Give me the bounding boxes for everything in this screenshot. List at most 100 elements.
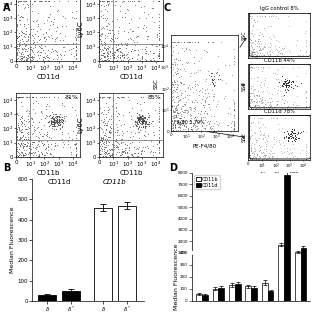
Point bbox=[173, 124, 178, 130]
Point bbox=[257, 148, 262, 153]
Point bbox=[156, 42, 162, 47]
Point bbox=[60, 13, 65, 18]
Point bbox=[60, 132, 65, 137]
Point bbox=[51, 115, 56, 120]
Point bbox=[246, 153, 251, 158]
Point bbox=[32, 124, 37, 130]
Point bbox=[26, 141, 31, 146]
Point bbox=[289, 130, 294, 135]
Point bbox=[39, 110, 44, 115]
Point bbox=[110, 141, 115, 147]
Point bbox=[100, 154, 106, 159]
Point bbox=[21, 153, 26, 158]
Point bbox=[101, 48, 106, 53]
Point bbox=[24, 25, 29, 30]
Point bbox=[176, 100, 181, 105]
Point bbox=[122, 29, 127, 34]
Point bbox=[44, 36, 49, 42]
Point bbox=[59, 23, 64, 28]
Point bbox=[39, 43, 44, 48]
Point bbox=[29, 48, 35, 53]
Point bbox=[260, 47, 265, 52]
Point bbox=[100, 138, 105, 143]
Point bbox=[175, 95, 180, 100]
Point bbox=[276, 126, 282, 131]
Point bbox=[35, 48, 40, 53]
Point bbox=[289, 82, 294, 87]
Point bbox=[257, 13, 262, 18]
Point bbox=[254, 138, 259, 143]
Point bbox=[45, 151, 50, 156]
Point bbox=[19, 29, 24, 35]
Point bbox=[187, 39, 192, 44]
Point bbox=[112, 52, 117, 57]
Point bbox=[216, 66, 221, 71]
Point bbox=[289, 128, 294, 133]
Point bbox=[54, 35, 59, 40]
Point bbox=[156, 138, 162, 143]
Point bbox=[52, 111, 57, 116]
Point bbox=[134, 115, 140, 120]
Point bbox=[264, 141, 269, 147]
Point bbox=[231, 113, 236, 118]
Point bbox=[115, 48, 120, 53]
Point bbox=[49, 147, 54, 152]
Point bbox=[109, 153, 114, 158]
Point bbox=[304, 70, 309, 76]
Point bbox=[245, 100, 251, 106]
Point bbox=[45, 54, 50, 60]
Point bbox=[139, 117, 144, 122]
Point bbox=[261, 133, 267, 138]
Point bbox=[214, 118, 219, 124]
Point bbox=[290, 131, 295, 136]
Point bbox=[100, 119, 105, 124]
Point bbox=[249, 85, 254, 90]
Point bbox=[16, 31, 21, 36]
Point bbox=[231, 125, 236, 130]
Point bbox=[210, 70, 215, 76]
Point bbox=[15, 0, 20, 4]
Point bbox=[192, 107, 197, 112]
Point bbox=[46, 123, 52, 128]
Point bbox=[40, 143, 45, 148]
Point bbox=[100, 51, 105, 56]
Point bbox=[37, 152, 42, 157]
Point bbox=[258, 100, 263, 105]
Point bbox=[109, 153, 115, 158]
Point bbox=[121, 52, 126, 58]
Point bbox=[169, 106, 174, 111]
Point bbox=[39, 133, 44, 139]
Point bbox=[103, 32, 108, 37]
Point bbox=[33, 99, 38, 104]
Point bbox=[279, 150, 284, 155]
Point bbox=[20, 153, 26, 158]
Point bbox=[174, 114, 179, 119]
Point bbox=[52, 119, 58, 124]
Point bbox=[44, 132, 49, 137]
Point bbox=[31, 140, 36, 145]
Point bbox=[231, 122, 236, 127]
Point bbox=[203, 117, 208, 122]
Point bbox=[118, 152, 123, 157]
Point bbox=[231, 101, 236, 106]
Point bbox=[150, 130, 155, 135]
Point bbox=[251, 31, 256, 36]
Point bbox=[60, 38, 66, 43]
Point bbox=[18, 54, 23, 59]
Point bbox=[208, 118, 213, 124]
Point bbox=[55, 116, 60, 122]
Point bbox=[276, 50, 281, 55]
Point bbox=[209, 78, 214, 83]
Point bbox=[142, 149, 147, 154]
Point bbox=[73, 141, 78, 146]
Point bbox=[282, 46, 287, 51]
Point bbox=[16, 42, 21, 47]
Point bbox=[246, 137, 251, 142]
Point bbox=[172, 39, 178, 44]
Point bbox=[231, 54, 236, 59]
Point bbox=[65, 41, 70, 46]
Point bbox=[266, 54, 271, 59]
Point bbox=[120, 137, 125, 142]
Point bbox=[55, 114, 60, 119]
Point bbox=[284, 80, 289, 85]
